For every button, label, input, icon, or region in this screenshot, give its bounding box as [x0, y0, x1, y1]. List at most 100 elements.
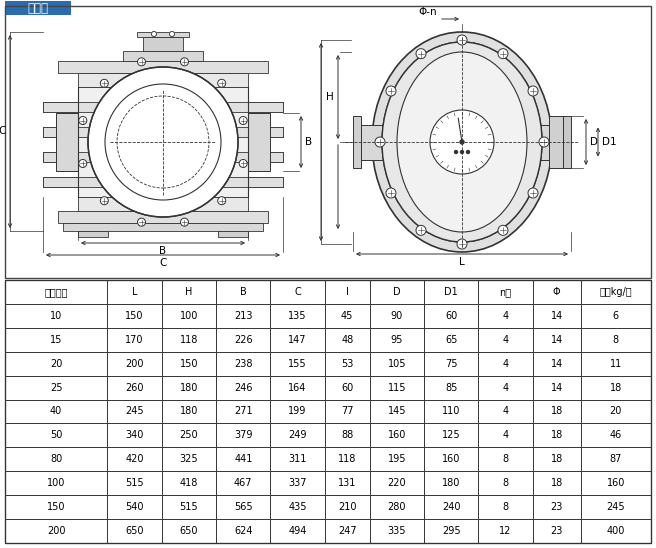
Text: 4: 4: [502, 407, 508, 416]
Bar: [78, 197, 248, 211]
Text: 重量kg/台: 重量kg/台: [600, 287, 632, 297]
Text: 515: 515: [180, 502, 198, 512]
Text: 11: 11: [609, 359, 622, 369]
Circle shape: [79, 159, 87, 168]
Text: 145: 145: [388, 407, 406, 416]
Circle shape: [460, 140, 464, 144]
Text: 337: 337: [289, 478, 307, 488]
Circle shape: [457, 35, 467, 45]
Text: 467: 467: [234, 478, 253, 488]
Bar: [56, 113, 78, 171]
Text: 12: 12: [499, 526, 512, 536]
Text: 60: 60: [341, 383, 354, 392]
Circle shape: [528, 86, 538, 96]
Bar: [143, 37, 183, 51]
Bar: [123, 51, 203, 61]
Bar: [248, 113, 270, 171]
Bar: [43, 152, 283, 162]
Circle shape: [430, 110, 494, 174]
Circle shape: [100, 79, 108, 87]
Text: L: L: [459, 257, 465, 267]
Text: 340: 340: [125, 430, 144, 441]
Text: 18: 18: [609, 383, 622, 392]
Text: 10: 10: [50, 311, 62, 321]
Text: 150: 150: [180, 359, 198, 369]
Bar: [218, 231, 248, 237]
Text: 18: 18: [550, 430, 563, 441]
Circle shape: [416, 225, 426, 235]
Circle shape: [138, 58, 146, 66]
Text: 14: 14: [550, 383, 563, 392]
Text: D1: D1: [444, 287, 458, 297]
Text: 4: 4: [502, 383, 508, 392]
Text: B: B: [240, 287, 247, 297]
Circle shape: [100, 197, 108, 205]
Text: 23: 23: [550, 502, 563, 512]
Bar: [361, 124, 383, 159]
Circle shape: [386, 86, 396, 96]
Text: D: D: [590, 137, 598, 147]
Bar: [5, 280, 651, 543]
Bar: [78, 231, 108, 237]
Text: 650: 650: [125, 526, 144, 536]
Text: H: H: [185, 287, 193, 297]
Circle shape: [218, 79, 226, 87]
Text: 118: 118: [180, 335, 198, 345]
Bar: [43, 152, 283, 162]
Bar: [5, 1, 71, 15]
Circle shape: [386, 188, 396, 198]
Text: 150: 150: [125, 311, 144, 321]
Text: 246: 246: [234, 383, 253, 392]
Text: 240: 240: [442, 502, 461, 512]
Text: 210: 210: [338, 502, 356, 512]
Ellipse shape: [397, 52, 527, 232]
Text: 624: 624: [234, 526, 253, 536]
Text: 8: 8: [613, 335, 619, 345]
Text: 23: 23: [550, 526, 563, 536]
Bar: [78, 87, 248, 197]
Circle shape: [239, 159, 247, 168]
Circle shape: [169, 31, 174, 37]
Text: 4: 4: [502, 311, 508, 321]
Text: 200: 200: [125, 359, 144, 369]
Bar: [5, 6, 651, 278]
Text: 400: 400: [607, 526, 625, 536]
Bar: [527, 124, 549, 159]
Text: 公称通径: 公称通径: [45, 287, 68, 297]
Text: 250: 250: [180, 430, 198, 441]
Text: 494: 494: [289, 526, 307, 536]
Text: 8: 8: [502, 502, 508, 512]
Circle shape: [466, 151, 470, 153]
Circle shape: [218, 197, 226, 205]
Text: 147: 147: [289, 335, 307, 345]
Text: 110: 110: [442, 407, 461, 416]
Text: 180: 180: [442, 478, 461, 488]
Bar: [58, 61, 268, 73]
Text: 18: 18: [550, 478, 563, 488]
Text: 238: 238: [234, 359, 253, 369]
Text: 8: 8: [502, 478, 508, 488]
Text: 14: 14: [550, 359, 563, 369]
Circle shape: [498, 225, 508, 235]
Text: 铸铁型: 铸铁型: [28, 2, 49, 14]
Text: 20: 20: [609, 407, 622, 416]
Text: 14: 14: [550, 335, 563, 345]
Text: 150: 150: [47, 502, 66, 512]
Text: 271: 271: [234, 407, 253, 416]
Bar: [137, 32, 189, 37]
Circle shape: [138, 218, 146, 226]
Text: D1: D1: [602, 137, 617, 147]
Text: 420: 420: [125, 454, 144, 464]
Text: D: D: [393, 287, 401, 297]
Circle shape: [498, 49, 508, 59]
Ellipse shape: [382, 42, 542, 242]
Text: B: B: [159, 246, 167, 256]
Text: 180: 180: [180, 407, 198, 416]
Text: 87: 87: [609, 454, 622, 464]
Text: 213: 213: [234, 311, 253, 321]
Bar: [58, 211, 268, 223]
Text: 249: 249: [289, 430, 307, 441]
Text: 260: 260: [125, 383, 144, 392]
Text: 155: 155: [288, 359, 307, 369]
Text: 160: 160: [388, 430, 406, 441]
